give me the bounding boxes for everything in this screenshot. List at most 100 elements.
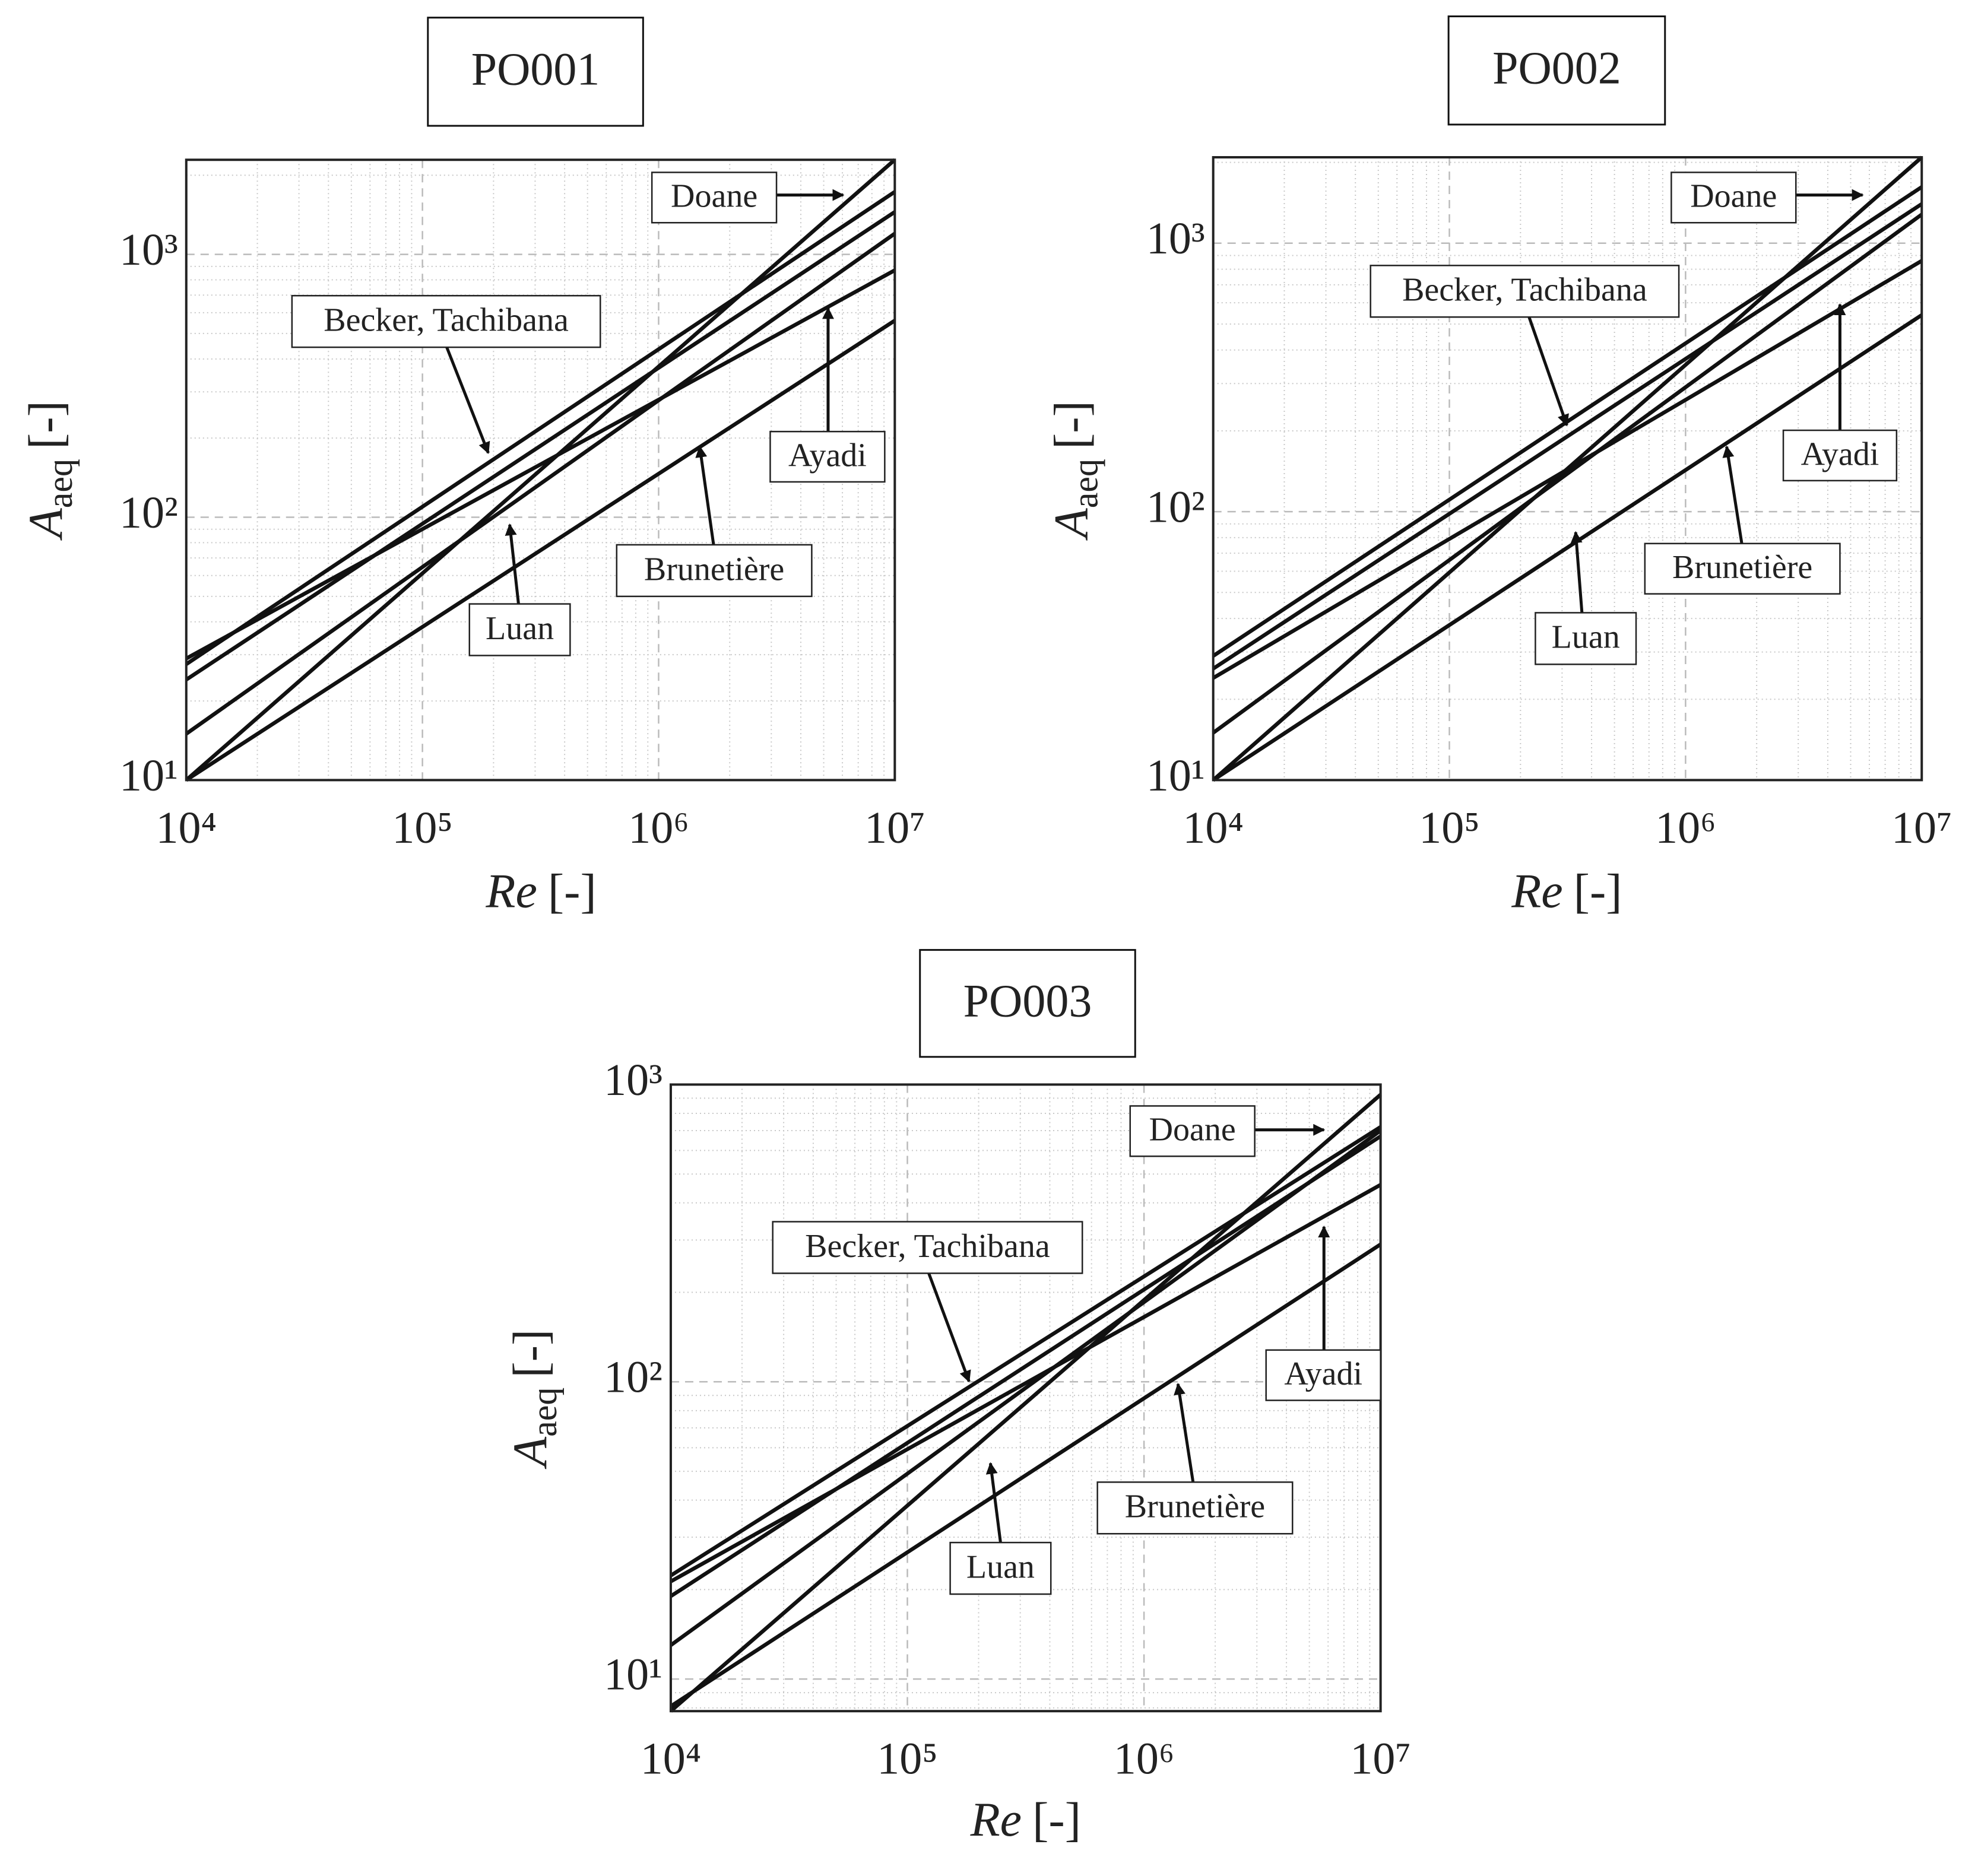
annotation-box: [1644, 542, 1841, 595]
annotation-arrow: [695, 445, 715, 545]
annotation-label: Ayadi: [788, 437, 867, 474]
annotation-box: [1782, 429, 1898, 482]
series-line: [670, 1129, 1382, 1647]
y-tick-label: 10³: [604, 1055, 662, 1105]
annotation-label: Brunetière: [644, 551, 784, 588]
y-label-subscript: aeq: [525, 1388, 564, 1437]
annotation-label: Ayadi: [1284, 1356, 1362, 1392]
annotation-box: [949, 1541, 1052, 1595]
annotation-arrow: [1174, 1383, 1195, 1483]
series-line: [669, 1093, 1382, 1713]
x-label-symbol: Re: [970, 1792, 1022, 1846]
x-tick-label: 10⁶: [1655, 803, 1716, 853]
x-label-unit: [-]: [1574, 864, 1622, 918]
x-axis-label: Re [-]: [1511, 864, 1622, 918]
y-tick-label: 10¹: [604, 1650, 662, 1700]
annotation-box: [769, 430, 886, 483]
y-axis-label: Aaeq [-]: [1044, 401, 1105, 541]
annotation-box: [468, 603, 571, 656]
x-label-unit: [-]: [548, 864, 597, 918]
x-tick-label: 10⁶: [628, 803, 689, 853]
annotation-label: Doane: [1690, 178, 1777, 215]
plot-frame: [185, 158, 896, 782]
y-tick-label: 10³: [1146, 214, 1205, 264]
annotation-arrow: [1722, 445, 1744, 544]
y-tick-label: 10²: [604, 1353, 662, 1402]
series-line: [1212, 212, 1923, 735]
annotation-box: [1265, 1349, 1381, 1401]
annotation-label: Brunetière: [1125, 1488, 1265, 1525]
y-tick-label: 10²: [1146, 483, 1205, 532]
x-tick-label: 10⁷: [1350, 1734, 1411, 1784]
y-axis-label: Aaeq [-]: [18, 401, 80, 541]
y-tick-label: 10²: [119, 488, 178, 538]
x-tick-label: 10⁵: [392, 803, 453, 853]
y-label-unit: [-]: [18, 401, 72, 449]
annotation-arrow: [927, 1272, 971, 1383]
series-line: [185, 319, 896, 782]
annotation-box: [1129, 1105, 1256, 1157]
annotation-arrow: [445, 347, 490, 455]
y-label-symbol: A: [18, 507, 72, 541]
series-line: [1212, 259, 1923, 680]
x-label-unit: [-]: [1032, 1792, 1081, 1846]
plot-frame: [1212, 156, 1923, 782]
series-line: [1212, 313, 1923, 782]
x-axis-label: Re [-]: [485, 864, 596, 918]
annotation-label: Becker, Tachibana: [1402, 272, 1647, 309]
annotation-arrow: [1527, 316, 1569, 427]
series-line: [185, 190, 896, 666]
annotation-label: Becker, Tachibana: [324, 302, 569, 339]
annotation-box: [1535, 612, 1637, 665]
series-line: [185, 210, 896, 681]
annotation-label: Brunetière: [1672, 549, 1812, 586]
x-label-symbol: Re: [1511, 864, 1562, 918]
annotation-label: Luan: [486, 610, 554, 647]
y-label-subscript: aeq: [1066, 459, 1105, 508]
y-label-symbol: A: [1044, 507, 1098, 541]
y-label-symbol: A: [503, 1436, 557, 1469]
annotation-box: [651, 172, 778, 224]
y-label-unit: [-]: [503, 1329, 557, 1378]
series-line: [670, 1183, 1382, 1583]
x-tick-label: 10⁵: [877, 1734, 938, 1784]
x-tick-label: 10⁶: [1114, 1734, 1175, 1784]
x-tick-label: 10⁴: [641, 1734, 702, 1784]
annotation-label: Luan: [966, 1548, 1035, 1585]
x-axis-label: Re [-]: [970, 1792, 1081, 1846]
x-label-symbol: Re: [485, 864, 537, 918]
series-line: [1212, 202, 1923, 671]
y-axis-label: Aaeq [-]: [503, 1329, 564, 1469]
series-line: [670, 1125, 1382, 1577]
chart-title: PO002: [1492, 42, 1621, 94]
title-box: [427, 17, 644, 127]
chart-title: PO003: [963, 975, 1092, 1027]
annotation-arrow: [985, 1462, 1002, 1543]
annotation-label: Becker, Tachibana: [805, 1228, 1050, 1265]
chart-title: PO001: [471, 43, 600, 95]
x-tick-label: 10⁴: [1183, 803, 1244, 853]
title-box: [919, 949, 1136, 1058]
y-label-unit: [-]: [1044, 401, 1098, 449]
x-tick-label: 10⁴: [156, 803, 217, 853]
annotation-box: [1096, 1481, 1294, 1535]
y-label-subscript: aeq: [40, 459, 80, 508]
series-line: [185, 268, 896, 661]
y-tick-label: 10¹: [1146, 751, 1205, 801]
annotation-box: [616, 544, 813, 598]
annotation-label: Doane: [671, 178, 757, 215]
x-tick-label: 10⁷: [1891, 803, 1952, 853]
annotation-box: [291, 294, 601, 348]
annotation-arrow: [1570, 531, 1584, 613]
annotation-box: [1670, 172, 1797, 224]
series-line: [185, 231, 896, 736]
x-tick-label: 10⁵: [1419, 803, 1480, 853]
title-box: [1447, 15, 1666, 126]
annotation-label: Luan: [1552, 619, 1620, 656]
x-tick-label: 10⁷: [864, 803, 925, 853]
